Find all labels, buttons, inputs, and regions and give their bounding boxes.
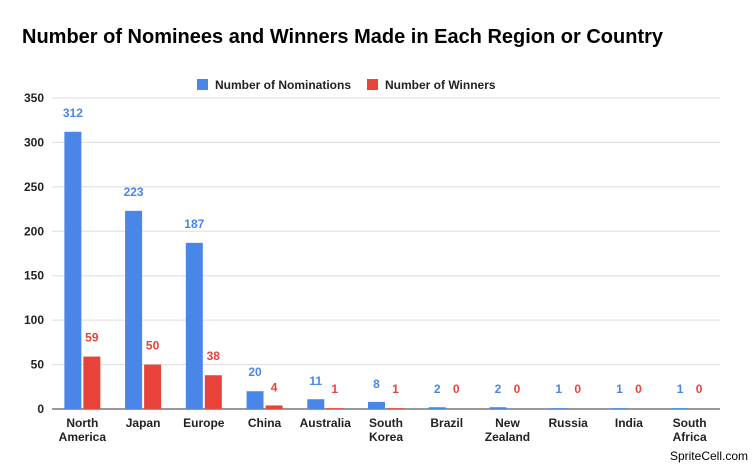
bar — [610, 408, 628, 409]
data-label: 59 — [85, 331, 99, 345]
y-tick-label: 250 — [24, 180, 44, 194]
data-label: 1 — [555, 382, 562, 396]
data-label: 1 — [677, 382, 684, 396]
legend-swatch — [367, 79, 378, 90]
data-label: 0 — [574, 382, 581, 396]
x-tick-label: India — [615, 416, 643, 430]
bar — [185, 242, 203, 409]
legend: Number of Nominations Number of Winners — [197, 78, 496, 92]
data-label: 1 — [331, 382, 338, 396]
x-tick-label: Korea — [369, 430, 403, 444]
data-label: 0 — [514, 382, 521, 396]
chart-title: Number of Nominees and Winners Made in E… — [22, 26, 664, 48]
x-tick-label: South — [673, 416, 707, 430]
bar — [125, 210, 143, 409]
data-label: 20 — [248, 365, 262, 379]
data-label: 1 — [392, 382, 399, 396]
x-tick-label: Brazil — [430, 416, 463, 430]
x-tick-label: China — [248, 416, 282, 430]
bar — [204, 375, 222, 409]
y-axis: 0 50 100 150 200 250 300 350 — [24, 91, 44, 416]
x-tick-label: Africa — [673, 430, 707, 444]
x-tick-label: South — [369, 416, 403, 430]
data-label: 8 — [373, 377, 380, 391]
x-tick-label: Europe — [183, 416, 225, 430]
x-tick-label: Russia — [549, 416, 589, 430]
y-tick-label: 50 — [31, 358, 45, 372]
x-tick-label: Zealand — [485, 430, 530, 444]
data-label: 312 — [63, 106, 83, 120]
data-label: 38 — [207, 349, 221, 363]
x-tick-label: America — [59, 430, 107, 444]
x-tick-label: North — [66, 416, 98, 430]
bar — [246, 391, 264, 409]
data-label: 4 — [271, 380, 278, 394]
data-label: 2 — [434, 382, 441, 396]
bar — [83, 356, 101, 409]
bar — [265, 405, 283, 409]
data-label: 0 — [635, 382, 642, 396]
bar — [64, 131, 82, 409]
y-tick-label: 150 — [24, 269, 44, 283]
x-tick-label: Australia — [300, 416, 352, 430]
bar — [144, 364, 162, 409]
data-label: 187 — [184, 217, 204, 231]
x-tick-label: New — [495, 416, 520, 430]
bar — [326, 408, 344, 409]
bar — [671, 408, 689, 409]
y-tick-label: 200 — [24, 224, 44, 238]
data-label: 50 — [146, 339, 160, 353]
watermark: SpriteCell.com — [670, 449, 748, 463]
y-tick-label: 100 — [24, 313, 44, 327]
legend-label: Number of Nominations — [215, 78, 351, 92]
bar — [387, 408, 404, 409]
bar — [550, 408, 568, 409]
bar — [428, 407, 446, 409]
y-tick-label: 0 — [37, 402, 44, 416]
legend-label: Number of Winners — [385, 78, 496, 92]
data-label: 0 — [696, 382, 703, 396]
bar — [307, 399, 325, 409]
bar — [368, 401, 385, 409]
y-tick-label: 300 — [24, 135, 44, 149]
data-label: 223 — [124, 185, 144, 199]
legend-swatch — [197, 79, 208, 90]
bars — [64, 131, 689, 409]
data-label: 1 — [616, 382, 623, 396]
bar — [489, 407, 507, 409]
data-label: 11 — [309, 374, 322, 388]
data-label: 0 — [453, 382, 460, 396]
data-label: 2 — [495, 382, 502, 396]
x-tick-label: Japan — [126, 416, 161, 430]
y-tick-label: 350 — [24, 91, 44, 105]
gridlines — [52, 97, 720, 410]
